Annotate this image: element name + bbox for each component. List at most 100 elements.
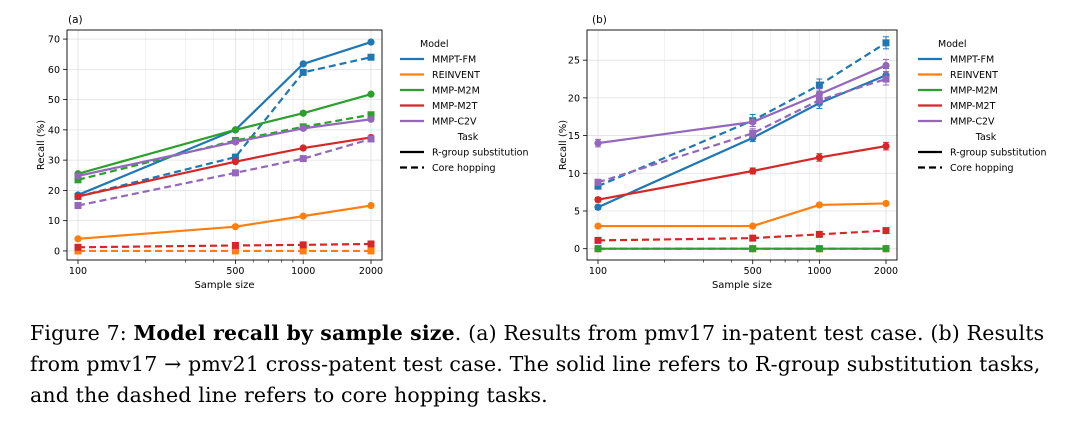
data-point-circle [74,192,82,201]
x-tick-label: 100 [69,266,87,277]
data-point-square [882,245,890,253]
data-point-square [594,178,602,186]
series-line-mmp-c2v-core-hopping [77,137,372,207]
x-axis-label: Sample size [712,280,772,291]
data-point-square [231,169,239,177]
y-tick-label: 5 [574,206,580,217]
legend-label-reinvent: REINVENT [432,70,480,81]
legend-label-mmp-m2m: MMP-M2M [950,86,998,97]
series-line-mmpt-fm-r-group [77,41,372,196]
y-tick-label: 0 [574,244,580,255]
data-point-square [594,245,602,253]
data-point-circle [594,203,602,211]
legend-label-mmp-c2v: MMP-C2V [950,117,995,128]
data-point-square [815,81,823,89]
x-tick-label: 1000 [807,266,831,277]
data-point-square [594,182,602,190]
data-point-circle [367,38,375,46]
legend-task-title: Task [457,132,479,143]
data-point-square [299,155,307,163]
data-point-circle [367,115,375,123]
chart-panel-b: 100 500 1000 2000 0 5 10 15 20 25 Sample size Recal… [558,14,898,291]
series-line-reinvent-r-group [598,202,887,228]
data-point-circle [882,142,890,150]
data-point-circle [231,158,240,166]
data-point-circle [749,167,757,175]
data-point-square [231,247,239,255]
legend-label-mmpt-fm: MMPT-FM [432,55,476,66]
data-point-square [367,135,375,143]
data-point-circle [74,172,82,180]
series-line-mmpt-fm-core-hopping [77,56,372,198]
y-tick-label: 30 [48,156,60,167]
panel-label: (b) [592,14,607,26]
legend-label-mmp-m2m: MMP-M2M [432,86,480,97]
data-point-circle [882,61,890,70]
data-point-circle [299,60,307,68]
data-point-square [749,129,757,137]
legend-task-title: Task [975,132,997,143]
series-line-mmp-c2v-core-hopping [597,77,887,184]
data-point-square [231,241,239,249]
legend-label-mmp-m2t: MMP-M2T [432,101,478,112]
legend-a: Model MMPT-FM REINVENT MMP-M2M MMP-M2T MMP-C2… [400,39,529,174]
x-tick-label: 500 [226,266,244,277]
data-point-circle [367,90,375,98]
data-point-square [882,39,890,47]
figure-caption: Figure 7: Model recall by sample size. (… [30,318,1060,411]
data-point-circle [299,109,307,117]
data-point-circle [299,144,307,152]
plot-frame [66,29,383,261]
data-point-circle [749,118,757,126]
x-axis-label: Sample size [194,280,254,291]
legend-label-mmp-c2v: MMP-C2V [432,117,477,128]
series-line-mmp-c2v-r-group [597,64,887,145]
data-point-square [367,111,375,119]
y-tick-label: 60 [48,65,60,76]
data-point-square [815,230,823,238]
data-point-circle [815,90,823,98]
y-tick-label: 50 [48,95,60,106]
y-axis-label: Recall (%) [558,120,569,170]
data-point-circle [749,222,757,230]
data-point-square [74,243,82,251]
legend-label-task: Core hopping [950,163,1014,174]
legend-label-task: R-group substitution [950,148,1047,159]
legend-label-task: Core hopping [432,163,496,174]
data-point-circle [299,124,307,132]
data-point-circle [594,196,602,204]
data-point-circle [594,222,602,230]
data-point-circle [231,126,240,134]
caption-prefix: Figure 7: [30,321,134,345]
legend-label-mmpt-fm: MMPT-FM [950,55,994,66]
series-line-mmp-m2t-r-group [597,145,887,201]
y-tick-label: 10 [568,169,580,180]
data-point-circle [815,201,823,209]
series-line-mmp-c2v-r-group [77,118,372,177]
series-line-mmp-m2m-r-group [77,93,372,175]
series-line-mmp-m2t-r-group [77,136,372,198]
data-point-square [882,227,890,235]
series-line-mmpt-fm-r-group [597,74,887,209]
data-point-circle [882,199,890,208]
data-point-square [74,176,82,184]
data-point-square [594,236,602,244]
y-tick-label: 40 [48,125,60,136]
x-tick-label: 1000 [291,266,315,277]
data-point-circle [231,138,240,146]
data-point-circle [74,235,82,243]
y-tick-label: 10 [48,216,60,227]
legend-b: Model MMPT-FM REINVENT MMP-M2M MMP-M2T MMP-C2… [918,39,1047,174]
data-point-square [231,153,239,161]
data-point-circle [231,223,240,231]
panel-label: (a) [68,14,83,26]
x-tick-label: 500 [744,266,762,277]
series-line-mmp-m2m-core-hopping [77,113,372,181]
data-point-square [367,247,375,255]
data-point-square [815,245,823,253]
data-point-circle [299,212,307,220]
data-point-square [74,247,82,255]
series-line-reinvent-r-group [77,204,372,240]
data-point-circle [594,139,602,147]
